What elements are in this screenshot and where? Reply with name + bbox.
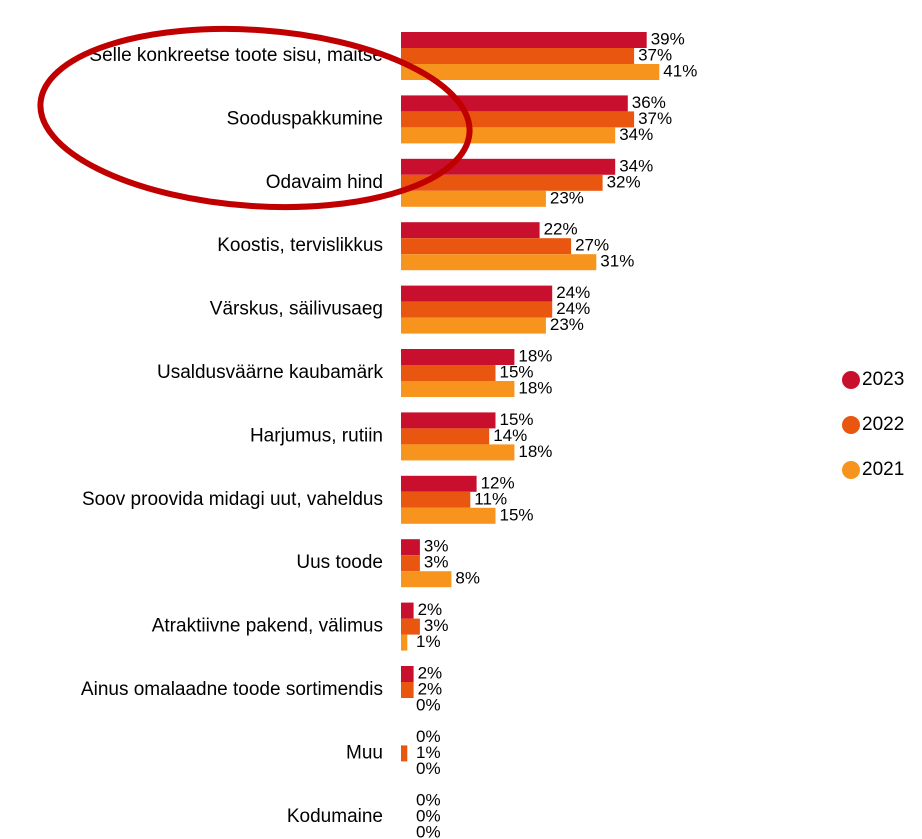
data-label: 32% <box>607 172 641 191</box>
data-label: 0% <box>416 727 441 746</box>
category-label: Kodumaine <box>287 806 383 827</box>
bar <box>401 111 635 128</box>
data-label: 27% <box>575 236 609 255</box>
data-label: 18% <box>518 346 552 365</box>
category-label: Uus toode <box>296 552 383 573</box>
data-label: 36% <box>632 93 666 112</box>
data-label: 39% <box>651 29 685 48</box>
bar <box>401 127 616 144</box>
bar <box>401 475 477 492</box>
data-label: 0% <box>416 790 441 809</box>
bar <box>401 365 496 381</box>
legend-label: 2023 <box>862 369 904 390</box>
bar <box>401 64 660 80</box>
data-label: 0% <box>416 759 441 778</box>
data-label: 0% <box>416 806 441 825</box>
bar <box>401 618 420 635</box>
data-label: 22% <box>544 220 578 239</box>
data-label: 23% <box>550 315 584 334</box>
bar <box>401 285 553 302</box>
bar <box>401 190 546 207</box>
data-label: 8% <box>455 569 480 588</box>
bar <box>401 602 414 619</box>
legend-label: 2021 <box>862 459 904 480</box>
bar <box>401 238 572 255</box>
bar <box>401 634 408 651</box>
data-label: 2% <box>418 663 443 682</box>
bar <box>401 222 540 239</box>
bar <box>401 412 496 429</box>
data-label: 1% <box>416 743 441 762</box>
data-label: 41% <box>663 61 697 80</box>
data-label: 2% <box>418 679 443 698</box>
data-label: 37% <box>638 45 672 64</box>
data-label: 18% <box>518 442 552 461</box>
bar <box>401 174 603 191</box>
category-label: Selle konkreetse toote sisu, maitse <box>89 45 383 66</box>
data-label: 14% <box>493 426 527 445</box>
data-label: 3% <box>424 537 449 556</box>
bar <box>401 48 635 64</box>
plot-area: Selle konkreetse toote sisu, maitse39%37… <box>81 29 904 839</box>
data-label: 3% <box>424 553 449 572</box>
category-label: Atraktiivne pakend, välimus <box>152 616 383 637</box>
bar <box>401 555 420 572</box>
bar <box>401 349 515 365</box>
data-label: 34% <box>619 125 653 144</box>
bar <box>401 32 647 48</box>
bar <box>401 301 553 318</box>
bar <box>401 571 452 588</box>
data-label: 24% <box>556 299 590 318</box>
data-label: 1% <box>416 632 441 651</box>
data-label: 31% <box>600 252 634 271</box>
data-label: 18% <box>518 378 552 397</box>
data-label: 0% <box>416 695 441 714</box>
legend-label: 2022 <box>862 414 904 435</box>
category-label: Harjumus, rutiin <box>250 425 383 446</box>
category-label: Koostis, tervislikkus <box>217 235 383 256</box>
category-label: Soov proovida midagi uut, vaheldus <box>82 489 383 510</box>
category-label: Ainus omalaadne toode sortimendis <box>81 679 383 700</box>
bar <box>401 666 414 682</box>
bar <box>401 507 496 524</box>
data-label: 23% <box>550 188 584 207</box>
category-label: Odavaim hind <box>266 172 383 193</box>
category-label: Usaldusväärne kaubamärk <box>157 362 384 383</box>
data-label: 2% <box>418 600 443 619</box>
data-label: 15% <box>500 362 534 381</box>
bar <box>401 745 408 762</box>
data-label: 0% <box>416 822 441 839</box>
bar <box>401 381 515 397</box>
bar <box>401 254 597 271</box>
data-label: 11% <box>474 489 507 508</box>
data-label: 12% <box>481 473 515 492</box>
bar <box>401 491 471 508</box>
data-label: 24% <box>556 283 590 302</box>
bar <box>401 317 546 334</box>
data-label: 15% <box>500 505 534 524</box>
data-label: 37% <box>638 109 672 128</box>
category-label: Sooduspakkumine <box>227 108 383 129</box>
legend-marker <box>842 461 860 479</box>
category-label: Värskus, säilivusaeg <box>210 299 383 320</box>
legend-marker <box>842 371 860 389</box>
bar <box>401 428 490 445</box>
bar <box>401 682 414 698</box>
bar <box>401 539 420 556</box>
bar <box>401 95 628 112</box>
data-label: 34% <box>619 156 653 175</box>
legend-marker <box>842 416 860 434</box>
bar <box>401 444 515 461</box>
data-label: 3% <box>424 616 449 635</box>
data-label: 15% <box>500 410 534 429</box>
highlight-ellipse <box>37 25 473 211</box>
bar <box>401 158 616 175</box>
category-label: Muu <box>346 742 383 763</box>
